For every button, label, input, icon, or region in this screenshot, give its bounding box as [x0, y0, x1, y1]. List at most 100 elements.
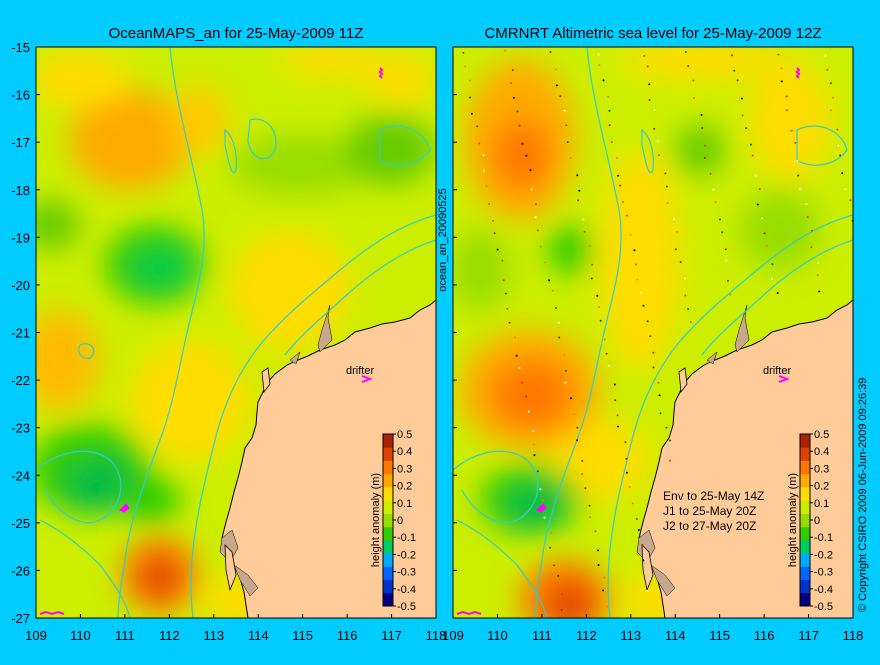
track-point: [469, 96, 471, 99]
track-point: [692, 79, 695, 82]
track-point: [658, 394, 661, 397]
track-point: [780, 80, 783, 83]
track-point: [558, 336, 561, 339]
colorbar-swatch: [383, 539, 393, 554]
track-point: [511, 69, 514, 71]
track-point: [536, 229, 539, 232]
track-point: [832, 96, 835, 99]
colorbar-swatch: [383, 460, 393, 475]
track-point: [776, 292, 779, 294]
track-point: [535, 203, 537, 206]
track-point: [725, 259, 728, 262]
left-bathymetry-contours: [36, 47, 436, 618]
track-point: [478, 142, 481, 145]
left-panel-title: OceanMAPS_an for 25-May-2009 11Z: [109, 25, 364, 42]
left-map-panel: drifter: [36, 47, 436, 618]
track-point: [518, 124, 521, 127]
track-point: [543, 516, 546, 519]
track-point: [597, 564, 600, 566]
track-point: [646, 320, 649, 323]
colorbar-swatch: [800, 473, 810, 488]
track-point: [521, 381, 524, 384]
track-point: [597, 53, 600, 56]
track-point: [684, 51, 687, 53]
track-point: [797, 174, 800, 177]
x-tick-label: 115: [709, 628, 730, 643]
track-point: [794, 141, 797, 144]
track-point: [516, 110, 519, 113]
x-tick-label: 118: [426, 628, 447, 643]
track-point: [729, 293, 732, 296]
track-point: [608, 109, 611, 112]
track-point: [756, 203, 759, 206]
track-point: [525, 395, 528, 398]
env-line-3: J2 to 27-May 20Z: [663, 519, 756, 533]
colorbar-swatch: [383, 434, 393, 448]
x-tick-label: 118: [843, 628, 864, 643]
track-point: [614, 399, 617, 402]
track-point: [551, 289, 554, 292]
colorbar-swatch: [800, 500, 810, 514]
colorbar-axis-label: height anomaly (m): [787, 473, 799, 567]
colorbar-tick-label: -0.4: [814, 584, 833, 596]
track-point: [617, 174, 620, 177]
track-point: [599, 319, 602, 322]
track-point: [602, 79, 605, 82]
track-point: [493, 232, 496, 235]
track-point: [492, 219, 494, 222]
track-point: [666, 202, 669, 204]
track-point: [550, 531, 553, 534]
right-map-panel: drifter Env to 25-May 14Z J1 to 25-May 2…: [453, 47, 853, 618]
track-point: [501, 259, 504, 262]
track-point: [606, 605, 609, 608]
track-point: [750, 143, 752, 146]
track-point: [617, 425, 619, 428]
track-point: [648, 83, 651, 86]
track-point: [741, 114, 744, 117]
track-point: [534, 216, 537, 219]
track-point: [536, 470, 539, 473]
colorbar-tick-label: -0.4: [397, 584, 416, 596]
track-point: [602, 589, 605, 592]
colorbar-tick-label: 0.2: [814, 481, 829, 493]
left-anomaly-field: [36, 47, 435, 618]
track-point: [584, 487, 587, 490]
track-point: [576, 439, 579, 442]
track-point: [541, 499, 544, 501]
track-point: [771, 263, 774, 266]
x-tick-label: 110: [487, 628, 508, 643]
track-point: [726, 279, 729, 282]
track-point: [646, 65, 649, 68]
left-drifter-label: drifter: [346, 365, 374, 377]
y-tick-label: -20: [11, 278, 30, 293]
right-drifter-markers: [456, 67, 801, 616]
track-point: [733, 69, 736, 72]
track-point: [533, 443, 536, 446]
right-anomaly-field: [453, 47, 830, 618]
track-point: [610, 141, 613, 143]
colorbar-swatch: [800, 513, 810, 528]
track-point: [559, 95, 562, 98]
track-point: [777, 53, 780, 56]
track-point: [527, 410, 530, 413]
track-point: [560, 609, 563, 611]
track-point: [563, 109, 566, 112]
track-point: [664, 172, 667, 175]
colorbar-swatch: [383, 513, 393, 528]
left-reef-patch: [219, 304, 333, 597]
track-point: [608, 124, 611, 127]
track-point: [780, 67, 783, 70]
track-point: [616, 414, 619, 417]
right-altimeter-track-points: [462, 49, 853, 611]
track-point: [629, 233, 632, 236]
colorbar-swatch: [800, 526, 810, 541]
side-file-label: ocean_an_20090525: [437, 188, 449, 291]
track-point: [640, 291, 642, 294]
track-point: [701, 127, 704, 129]
track-point: [712, 188, 715, 191]
track-point: [488, 203, 491, 205]
right-reef-patch: [636, 304, 750, 597]
track-point: [642, 304, 645, 307]
